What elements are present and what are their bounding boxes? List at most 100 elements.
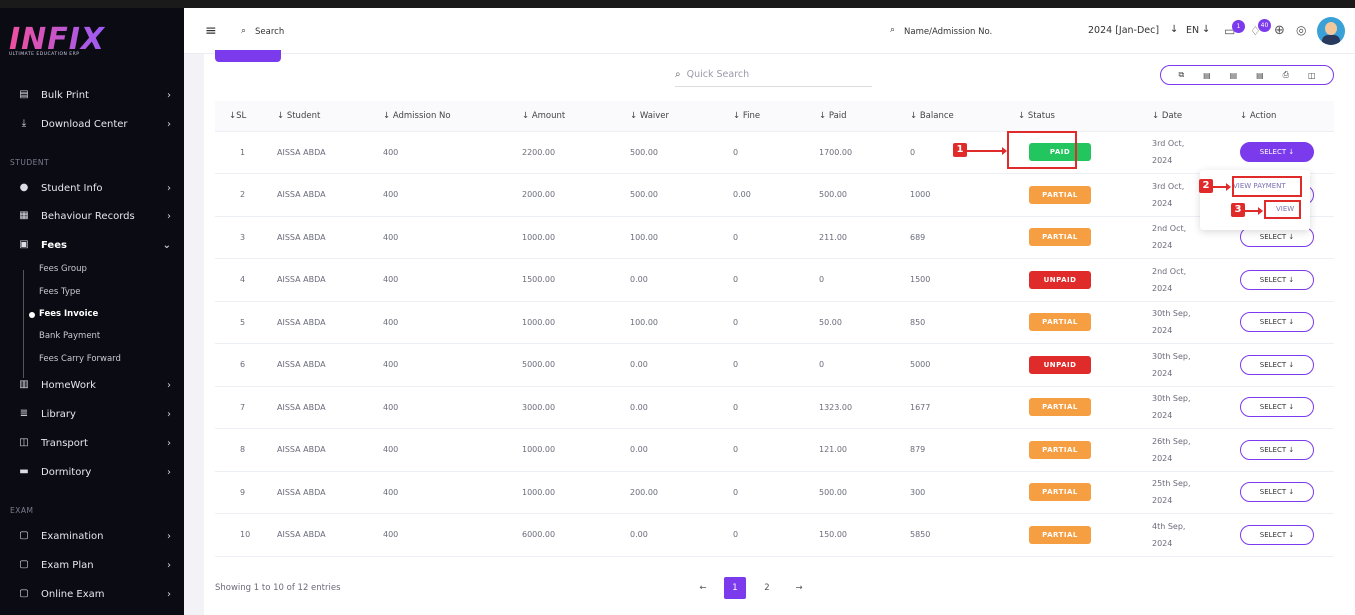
- sidebar-item-bulk-print[interactable]: ▤ Bulk Print ›: [19, 89, 171, 101]
- sidebar-item-dormitory[interactable]: ▬ Dormitory ›: [19, 466, 171, 478]
- col-status[interactable]: ↓ Status: [1018, 101, 1152, 132]
- name-admission-search[interactable]: Name/Admission No.: [904, 27, 993, 37]
- sidebar-sub-fees-invoice[interactable]: Fees Invoice: [39, 309, 99, 319]
- notification-count-badge: 40: [1258, 19, 1271, 32]
- add-button[interactable]: [215, 50, 281, 62]
- table-row: 5 AISSA ABDA 400 1000.00 100.00 0 50.00 850 PART…: [215, 301, 1334, 344]
- select-button[interactable]: SELECT ↓: [1240, 269, 1314, 290]
- col-sl[interactable]: ↓SL: [215, 101, 277, 132]
- download-icon: ⤓: [21, 118, 27, 129]
- status-badge: UNPAID: [1029, 355, 1091, 374]
- cell-sl: 3: [215, 216, 277, 259]
- cell-paid: 50.00: [819, 301, 910, 344]
- col-paid[interactable]: ↓ Paid: [819, 101, 910, 132]
- select-button[interactable]: SELECT ↓: [1240, 312, 1314, 333]
- select-button[interactable]: SELECT ↓: [1240, 227, 1314, 248]
- cell-paid: 1700.00: [819, 131, 910, 174]
- view-payment-option[interactable]: VIEW PAYMENT: [1233, 182, 1286, 190]
- col-fine[interactable]: ↓ Fine: [733, 101, 819, 132]
- select-button[interactable]: SELECT ↓: [1240, 354, 1314, 375]
- cell-admission: 400: [383, 513, 522, 557]
- excel-icon[interactable]: ▤: [1203, 70, 1211, 80]
- sidebar-item-transport[interactable]: ◫ Transport ›: [19, 437, 171, 449]
- message-icon[interactable]: ▭: [1224, 24, 1236, 38]
- col-student[interactable]: ↓ Student: [277, 101, 383, 132]
- cell-admission: 400: [383, 471, 522, 514]
- cell-sl: 4: [215, 258, 277, 302]
- columns-icon[interactable]: ◫: [1307, 70, 1316, 80]
- col-waiver[interactable]: ↓ Waiver: [630, 101, 733, 132]
- col-admission[interactable]: ↓ Admission No: [383, 101, 522, 132]
- cell-waiver: 0.00: [630, 386, 733, 429]
- annotation-arrow-3: [1245, 207, 1263, 215]
- select-button[interactable]: SELECT ↓: [1240, 482, 1314, 503]
- next-page-icon[interactable]: →: [795, 583, 803, 593]
- cell-date: 30th Sep, 2024: [1152, 343, 1240, 387]
- page-1[interactable]: 1: [724, 577, 746, 599]
- hamburger-icon[interactable]: ≡: [205, 23, 217, 39]
- sidebar-item-download-center[interactable]: ⤓ Download Center ›: [0, 113, 184, 135]
- col-balance[interactable]: ↓ Balance: [910, 101, 1018, 132]
- cell-amount: 6000.00: [522, 513, 630, 557]
- col-date[interactable]: ↓ Date: [1152, 101, 1240, 132]
- chevron-down-icon: ↓: [1170, 24, 1179, 35]
- sidebar-item-homework[interactable]: ▥ HomeWork ›: [19, 379, 171, 391]
- sidebar-sub-bank-payment[interactable]: Bank Payment: [39, 331, 101, 341]
- annotation-box-status: [1007, 131, 1077, 169]
- col-action[interactable]: ↓ Action: [1240, 101, 1334, 132]
- search-input[interactable]: Search: [255, 27, 285, 37]
- csv-icon[interactable]: ▤: [1229, 70, 1238, 80]
- cell-admission: 400: [383, 216, 522, 259]
- sidebar-sub-fees-type[interactable]: Fees Type: [39, 287, 81, 297]
- select-button[interactable]: SELECT ↓: [1240, 439, 1314, 460]
- select-button[interactable]: SELECT ↓: [1240, 142, 1314, 163]
- prev-page-icon[interactable]: ←: [699, 583, 707, 593]
- submenu-line: [23, 270, 24, 378]
- annotation-marker-2: 2: [1199, 179, 1213, 193]
- print-icon: ▤: [19, 89, 29, 100]
- settings-icon[interactable]: ◎: [1296, 23, 1307, 37]
- cell-status: PARTIAL: [1018, 471, 1152, 514]
- sidebar-item-behaviour-records[interactable]: ▦ Behaviour Records ›: [19, 210, 171, 222]
- cell-waiver: 500.00: [630, 131, 733, 174]
- cell-fine: 0: [733, 131, 819, 174]
- select-button[interactable]: SELECT ↓: [1240, 524, 1314, 545]
- page-2[interactable]: 2: [764, 583, 770, 593]
- col-amount[interactable]: ↓ Amount: [522, 101, 630, 132]
- section-exam: EXAM: [10, 506, 34, 515]
- cell-sl: 8: [215, 428, 277, 472]
- bell-icon[interactable]: ♢: [1250, 24, 1261, 38]
- cell-status: PARTIAL: [1018, 386, 1152, 429]
- chevron-right-icon: ›: [167, 182, 171, 194]
- sidebar-item-library[interactable]: ≣ Library ›: [19, 408, 171, 420]
- sidebar-item-fees[interactable]: ▣ Fees ⌄: [19, 239, 171, 251]
- avatar[interactable]: [1317, 17, 1345, 45]
- cell-action: SELECT ↓: [1240, 258, 1334, 302]
- user-icon: ●: [19, 182, 29, 193]
- sidebar-item-online-exam[interactable]: ▢ Online Exam ›: [19, 588, 171, 600]
- language-select[interactable]: EN: [1186, 25, 1200, 36]
- cell-action: SELECT ↓: [1240, 343, 1334, 387]
- cell-fine: 0: [733, 386, 819, 429]
- sidebar-sub-fees-group[interactable]: Fees Group: [39, 264, 87, 274]
- cell-sl: 1: [215, 131, 277, 174]
- select-button[interactable]: SELECT ↓: [1240, 397, 1314, 418]
- cell-fine: 0: [733, 428, 819, 472]
- sidebar-sub-fees-carry-forward[interactable]: Fees Carry Forward: [39, 354, 121, 364]
- cell-status: PARTIAL: [1018, 173, 1152, 217]
- view-option[interactable]: VIEW: [1276, 205, 1295, 213]
- pdf-icon[interactable]: ▤: [1256, 70, 1264, 80]
- print-icon[interactable]: ⎙: [1282, 70, 1290, 79]
- cell-admission: 400: [383, 301, 522, 344]
- session-select[interactable]: 2024 [Jan-Dec]: [1088, 25, 1160, 36]
- cell-amount: 1500.00: [522, 258, 630, 302]
- copy-icon[interactable]: ⧉: [1178, 70, 1185, 79]
- globe-icon[interactable]: ⊕: [1274, 23, 1285, 38]
- sidebar-item-examination[interactable]: ▢ Examination ›: [19, 530, 171, 542]
- cell-fine: 0: [733, 301, 819, 344]
- sidebar-item-student-info[interactable]: ● Student Info ›: [19, 182, 171, 194]
- quick-search-input[interactable]: ⌕ Quick Search: [675, 63, 872, 87]
- sidebar-item-exam-plan[interactable]: ▢ Exam Plan ›: [19, 559, 171, 571]
- cell-sl: 9: [215, 471, 277, 514]
- chevron-right-icon: ›: [167, 118, 171, 130]
